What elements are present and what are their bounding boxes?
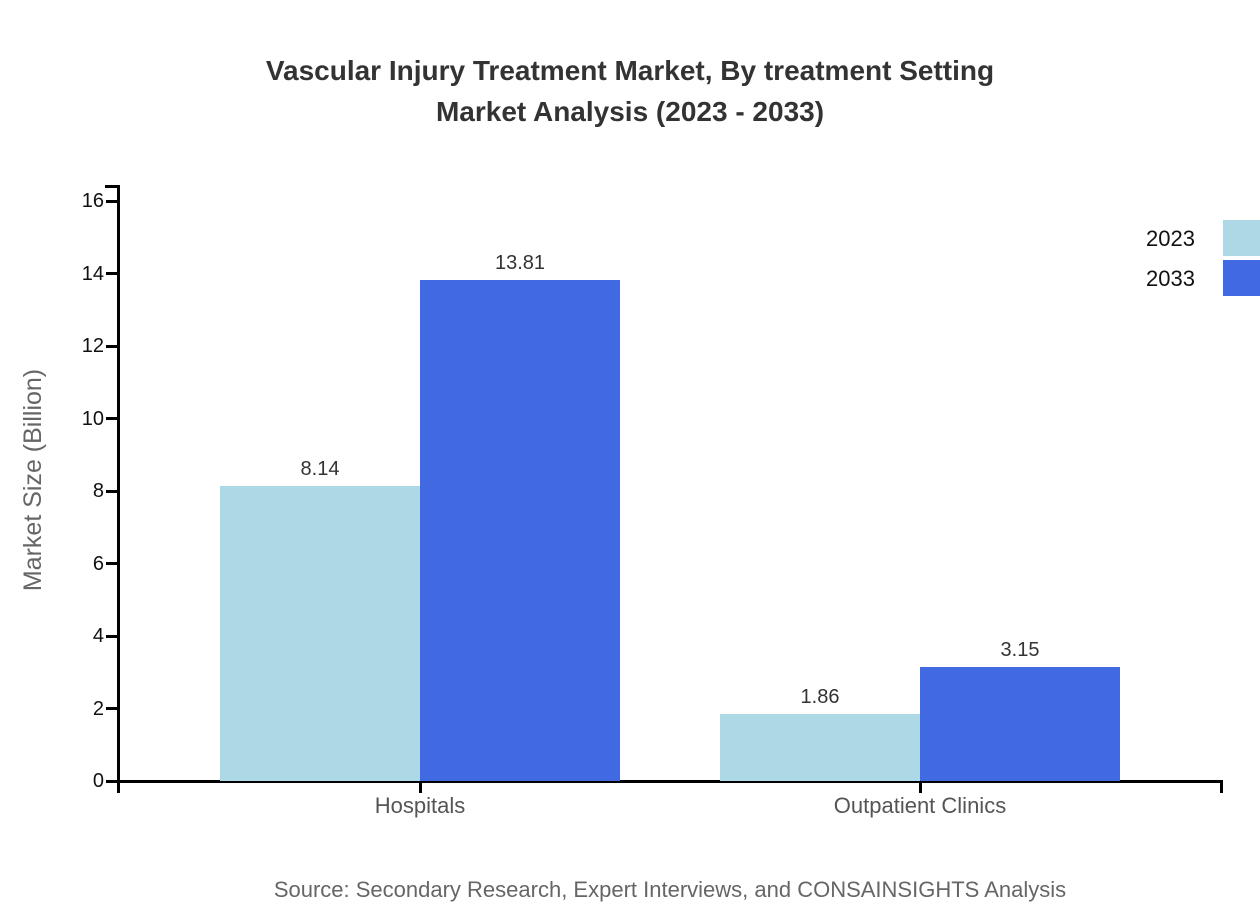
- y-tick-mark: [106, 634, 120, 638]
- bar-value-label: 1.86: [800, 686, 840, 708]
- y-tick-label: 16: [81, 190, 104, 212]
- x-axis-left-outer-tick: [117, 780, 120, 793]
- y-tick-label: 0: [92, 770, 104, 792]
- y-tick-mark: [106, 562, 120, 565]
- y-tick-label: 4: [92, 625, 104, 647]
- y-tick-mark: [106, 199, 120, 203]
- y-tick-label: 10: [81, 407, 104, 430]
- legend-label-2033: 2033: [1146, 266, 1195, 291]
- y-tick-mark: [106, 272, 120, 275]
- bar-2023-hospitals: [220, 486, 420, 781]
- chart-title: Vascular Injury Treatment Market, By tre…: [40, 50, 1220, 132]
- y-tick-mark: [106, 779, 120, 783]
- y-tick-label: 6: [92, 552, 104, 575]
- chart-title-line2: Market Analysis (2023 - 2033): [435, 96, 825, 127]
- y-tick-label: 2: [92, 697, 104, 720]
- y-axis-spine: [117, 185, 120, 783]
- bar-value-label: 8.14: [300, 458, 340, 480]
- y-tick-label: 14: [81, 262, 104, 285]
- y-tick-label: 8: [92, 480, 104, 502]
- x-axis-spine: [117, 780, 1223, 783]
- y-tick-label: 12: [81, 335, 104, 357]
- category-label-outpatient-clinics: Outpatient Clinics: [833, 793, 1007, 818]
- legend-label-2023: 2023: [1146, 226, 1195, 251]
- y-tick-mark: [106, 489, 120, 493]
- y-tick-mark: [106, 344, 120, 348]
- bar-2023-outpatient-clinics: [720, 714, 920, 781]
- legend-swatch-2023: [1223, 220, 1260, 256]
- category-label-hospitals: Hospitals: [374, 793, 466, 818]
- y-tick-mark: [106, 707, 120, 710]
- x-tick-mark: [918, 780, 922, 793]
- bar-value-label: 13.81: [494, 252, 546, 274]
- x-axis-right-outer-tick: [1220, 780, 1223, 793]
- bar-value-label: 3.15: [1000, 639, 1040, 661]
- source-note: Source: Secondary Research, Expert Inter…: [273, 877, 1067, 902]
- x-tick-mark: [418, 780, 422, 793]
- bar-2033-hospitals: [420, 280, 620, 781]
- legend-swatch-2033: [1223, 260, 1260, 296]
- y-tick-mark: [106, 417, 120, 420]
- y-axis-top-outer-tick: [105, 185, 120, 188]
- chart-title-line1: Vascular Injury Treatment Market, By tre…: [265, 55, 995, 86]
- bar-2033-outpatient-clinics: [920, 667, 1120, 781]
